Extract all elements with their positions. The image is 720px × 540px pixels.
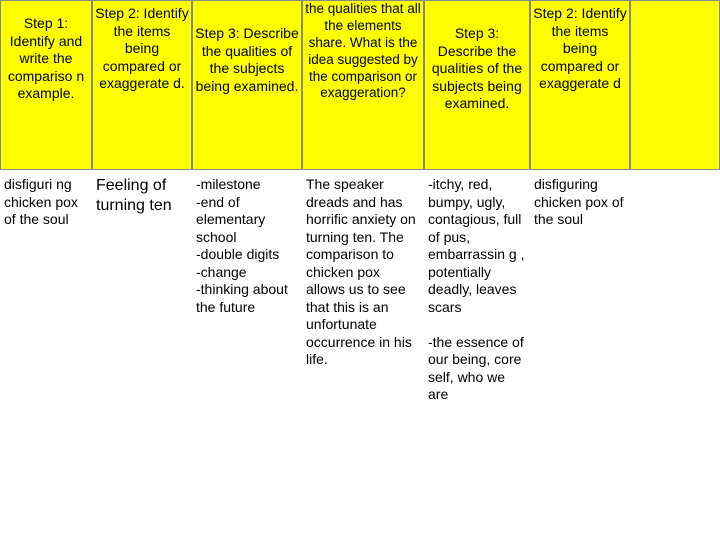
body-blank [630,170,720,470]
header-step4: the qualities that all the elements shar… [302,0,424,170]
slide-stage: Step 1: Identify and write the compariso… [0,0,720,540]
table-header-row: Step 1: Identify and write the compariso… [0,0,720,170]
body-example: disfiguri ng chicken pox of the soul [0,170,92,470]
body-items-b: disfiguring chicken pox of the soul [530,170,630,470]
header-step2-b: Step 2: Identify the items being compare… [530,0,630,170]
header-blank [630,0,720,170]
table-body-row: disfiguri ng chicken pox of the soul Fee… [0,170,720,540]
header-step3-b: Step 3: Describe the qualities of the su… [424,0,530,170]
header-step3-a: Step 3: Describe the qualities of the su… [192,0,302,170]
body-qualities-b: -itchy, red, bumpy, ugly, contagious, fu… [424,170,530,470]
body-items-a: Feeling of turning ten [92,170,192,470]
header-step1: Step 1: Identify and write the compariso… [0,0,92,170]
body-qualities-a: -milestone -end of elementary school -do… [192,170,302,470]
body-idea: The speaker dreads and has horrific anxi… [302,170,424,470]
header-step2-a: Step 2: Identify the items being compare… [92,0,192,170]
